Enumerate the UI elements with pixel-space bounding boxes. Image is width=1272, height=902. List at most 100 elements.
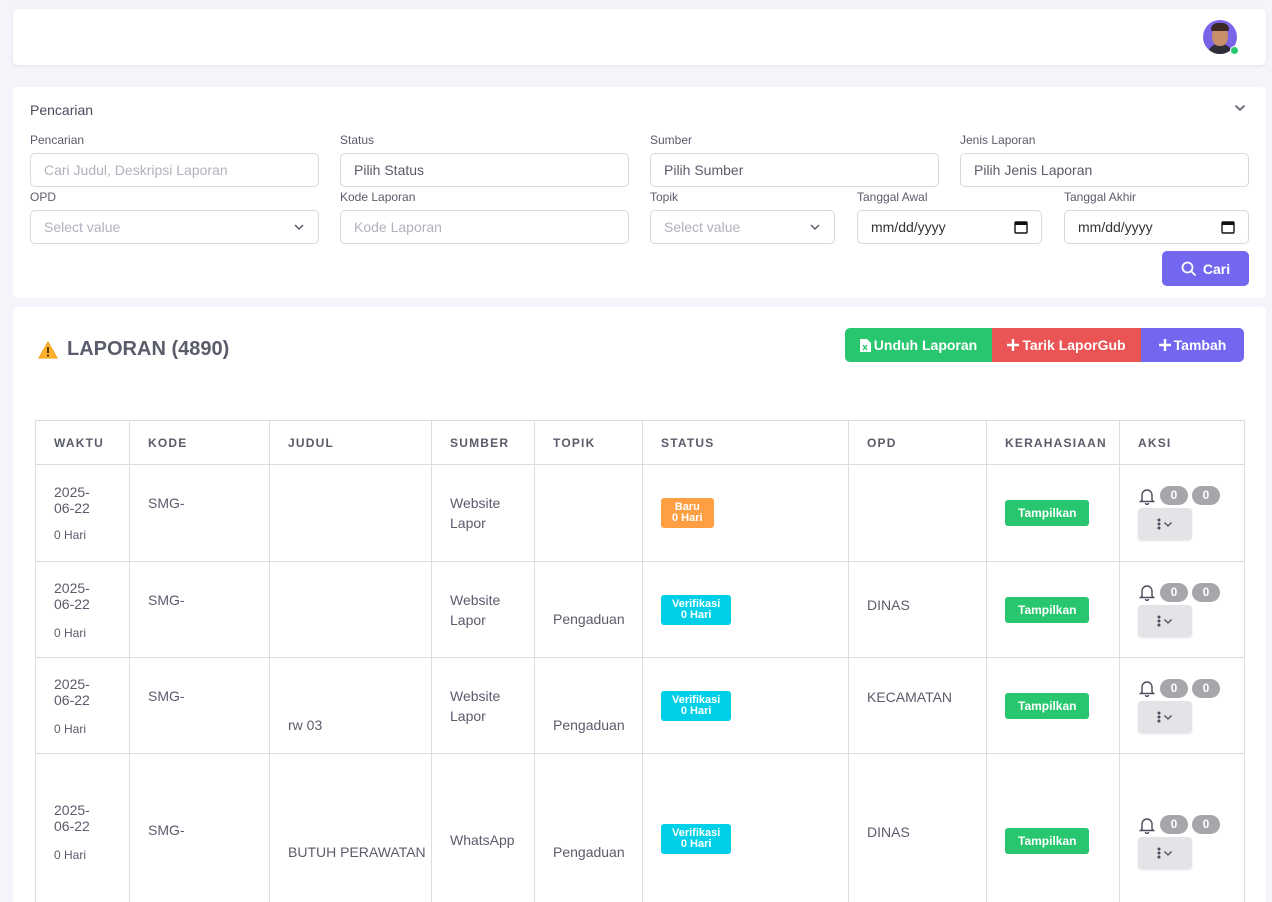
chevron-down-icon [1164,522,1172,527]
calendar-icon[interactable] [1221,220,1235,234]
sumber-cell: Website Lapor [431,657,535,754]
col-sumber[interactable]: SUMBER [431,420,535,465]
tambah-button[interactable]: Tambah [1141,328,1244,362]
laporan-title: LAPORAN (4890) [67,338,230,360]
user-avatar[interactable] [1203,20,1237,54]
waktu-date: 2025- [54,675,90,692]
comment-count-badge: 0 [1192,678,1220,698]
chevron-down-icon [1164,714,1172,720]
sumber-cell: WhatsApp [431,753,535,902]
notification-count-badge: 0 [1160,486,1188,505]
table-row: 2025- 06-22 0 Hari SMG- rw 03 Website Lapo… [35,657,1245,754]
waktu-date: 06-22 [54,500,90,516]
tampilkan-badge[interactable]: Tampilkan [1005,692,1090,719]
vertical-dots-icon [1157,711,1161,722]
cari-button[interactable]: Cari [1162,251,1249,286]
col-kerahasiaan[interactable]: KERAHASIAAN [986,420,1120,465]
col-status[interactable]: STATUS [642,420,849,465]
search-icon [1181,261,1196,276]
kerahasiaan-cell: Tampilkan [986,657,1120,754]
table-row: 2025- 06-22 0 Hari SMG- BUTUH PERAWATAN Wh… [35,753,1245,902]
row-actions-menu-button[interactable] [1138,700,1192,733]
status-cell: Verifikasi 0 Hari [642,561,849,658]
unduh-laporan-label: Unduh Laporan [873,337,978,353]
topik-cell: Pengaduan [534,753,643,902]
tampilkan-badge[interactable]: Tampilkan [1005,828,1090,854]
tanggal-akhir-value: mm/dd/yyyy [1078,219,1153,235]
jenis-laporan-select[interactable]: Pilih Jenis Laporan [960,153,1249,187]
laporan-heading: LAPORAN (4890) [38,338,229,361]
tambah-label: Tambah [1173,337,1227,353]
bell-icon[interactable] [1138,816,1156,834]
opd-cell: DINAS [848,753,987,902]
opd-cell: KECAMATAN [848,657,987,754]
waktu-age: 0 Hari [54,848,87,862]
table-row: 2025- 06-22 0 Hari SMG- Website Lapor Peng… [35,561,1245,658]
col-waktu[interactable]: WAKTU [35,420,130,465]
aksi-cell: 0 0 [1119,657,1245,754]
topik-cell [534,464,643,562]
topik-select[interactable]: Select value [650,210,835,244]
unduh-laporan-button[interactable]: Unduh Laporan [845,328,992,362]
col-kode[interactable]: KODE [129,420,270,465]
bell-icon[interactable] [1138,679,1156,697]
waktu-age: 0 Hari [54,721,87,736]
tanggal-awal-label: Tanggal Awal [857,190,928,204]
sumber-label: Sumber [650,133,693,147]
row-actions-menu-button[interactable] [1138,837,1192,869]
vertical-dots-icon [1157,847,1161,859]
opd-cell [848,464,987,562]
search-input[interactable]: Cari Judul, Deskripsi Laporan [30,153,319,187]
chevron-down-icon[interactable] [1233,101,1247,115]
status-select[interactable]: Pilih Status [340,153,629,187]
waktu-date: 06-22 [54,595,90,612]
kode-label: Kode Laporan [340,190,416,204]
excel-file-icon [859,339,871,352]
laporan-card: LAPORAN (4890) Unduh Laporan Tarik Lapor… [13,307,1266,902]
kode-cell: SMG- [129,464,270,562]
status-badge: Verifikasi 0 Hari [661,594,732,625]
opd-select[interactable]: Select value [30,210,319,244]
row-actions-menu-button[interactable] [1138,604,1192,637]
bell-icon[interactable] [1138,487,1156,505]
topik-cell: Pengaduan [534,657,643,754]
col-topik[interactable]: TOPIK [534,420,643,465]
topik-cell: Pengaduan [534,561,643,658]
sumber-cell: Website Lapor [431,464,535,562]
tampilkan-badge[interactable]: Tampilkan [1005,500,1090,526]
col-aksi: AKSI [1119,420,1245,465]
filter-title: Pencarian [30,102,94,118]
cari-button-label: Cari [1202,260,1231,277]
table-row: 2025- 06-22 0 Hari SMG- Website Lapor Baru… [35,464,1245,562]
calendar-icon[interactable] [1014,220,1028,234]
waktu-cell: 2025- 06-22 0 Hari [35,753,130,902]
chevron-down-icon [294,224,304,231]
top-navbar [13,9,1266,65]
col-judul[interactable]: JUDUL [269,420,432,465]
chevron-down-icon [1164,851,1172,856]
waktu-cell: 2025- 06-22 0 Hari [35,657,130,754]
vertical-dots-icon [1157,615,1161,626]
kode-laporan-input[interactable]: Kode Laporan [340,210,629,244]
notification-count-badge: 0 [1160,582,1188,602]
pencarian-label: Pencarian [30,133,85,147]
tanggal-awal-input[interactable]: mm/dd/yyyy [857,210,1042,244]
comment-count-badge: 0 [1192,486,1220,505]
status-cell: Verifikasi 0 Hari [642,657,849,754]
aksi-cell: 0 0 [1119,561,1245,658]
tarik-laporgub-button[interactable]: Tarik LaporGub [992,328,1141,362]
waktu-date: 2025- [54,484,90,500]
tampilkan-badge[interactable]: Tampilkan [1005,596,1090,623]
row-actions-menu-button[interactable] [1138,508,1192,540]
status-cell: Baru 0 Hari [642,464,849,562]
laporan-table: WAKTU KODE JUDUL SUMBER TOPIK STATUS OPD… [35,420,1245,902]
kerahasiaan-cell: Tampilkan [986,753,1120,902]
sumber-select[interactable]: Pilih Sumber [650,153,939,187]
bell-icon[interactable] [1138,583,1156,601]
waktu-age: 0 Hari [54,528,87,542]
topik-select-placeholder: Select value [664,219,741,235]
comment-count-badge: 0 [1192,582,1220,602]
kode-cell: SMG- [129,657,270,754]
tanggal-akhir-input[interactable]: mm/dd/yyyy [1064,210,1249,244]
col-opd[interactable]: OPD [848,420,987,465]
